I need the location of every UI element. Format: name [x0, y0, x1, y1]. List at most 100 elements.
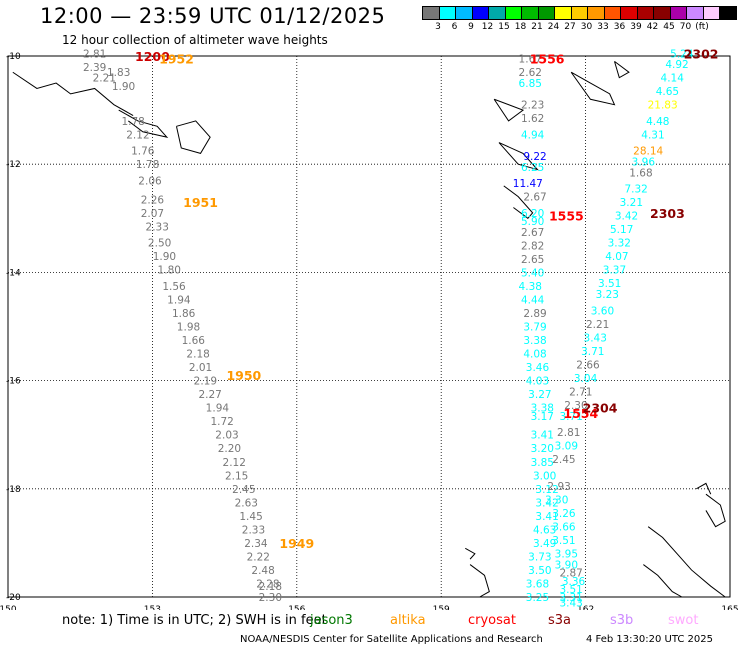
wave-height-value: 28.14 — [633, 146, 663, 158]
satellite-legend-cryosat: cryosat — [468, 613, 516, 628]
wave-height-value: 3.38 — [531, 403, 554, 415]
wave-height-value: 4.94 — [521, 129, 545, 141]
wave-height-value: 3.41 — [531, 430, 554, 442]
x-tick-label: 162 — [577, 605, 594, 610]
wave-height-value: 4.44 — [521, 294, 545, 306]
colorbar-label: 18 — [514, 22, 527, 32]
x-tick-label: 165 — [721, 605, 738, 610]
wave-height-value: 1.78 — [136, 159, 159, 171]
wave-height-value: 3.20 — [531, 443, 554, 455]
x-tick-label: 153 — [144, 605, 161, 610]
altimeter-map: 150 153 156 159 162 165 -10 -12 -14 -16 -18 -20 2.81… — [0, 46, 739, 610]
wave-height-value: 2.50 — [148, 238, 171, 250]
satellite-legend-s3a: s3a — [548, 613, 572, 628]
y-tick-label: -16 — [6, 377, 21, 387]
wave-height-value: 2.81 — [83, 48, 106, 60]
colorbar-label: 21 — [531, 22, 543, 32]
wave-height-value: 21.83 — [648, 100, 678, 112]
wave-height-value: 1.76 — [131, 146, 155, 158]
wave-height-value: 2.20 — [218, 443, 241, 455]
map-title: 12:00 — 23:59 UTC 01/12/2025 — [40, 4, 386, 28]
wave-height-value: 4.38 — [519, 281, 542, 293]
coastline — [498, 142, 539, 171]
x-tick-label: 156 — [288, 605, 305, 610]
wave-height-value: 3.95 — [555, 549, 578, 561]
coastline — [696, 482, 712, 495]
wave-height-value: 2.87 — [559, 568, 582, 580]
wave-height-value: 2.48 — [251, 565, 274, 577]
colorbar-label: 24 — [547, 22, 560, 32]
wave-height-value: 2.82 — [521, 240, 544, 252]
colorbar-label: 33 — [597, 22, 609, 32]
wave-height-value: 1.94 — [206, 403, 230, 415]
colorbar-label: 12 — [481, 22, 494, 32]
y-tick-label: -14 — [6, 268, 21, 278]
wave-height-value: 3.96 — [632, 156, 656, 168]
wave-height-value: 11.47 — [513, 178, 543, 190]
coastline — [118, 109, 169, 138]
wave-height-value: 1.72 — [210, 416, 233, 428]
wave-height-value: 3.09 — [555, 441, 578, 453]
wave-height-value: 2.18 — [259, 581, 282, 593]
pass-time-label: 1952 — [159, 52, 194, 67]
wave-height-value: 2.01 — [189, 362, 212, 374]
wave-height-value: 2.06 — [138, 175, 162, 187]
wave-height-value: 1.86 — [172, 308, 196, 320]
wave-height-value: 3.31 — [559, 592, 582, 604]
wave-height-value: 2.12 — [223, 457, 246, 469]
wave-height-value: 2.67 — [521, 227, 544, 239]
wave-height-value: 2.28 — [256, 578, 279, 590]
wave-height-value: 3.66 — [552, 522, 576, 534]
satellite-legend-jason3: jason3 — [310, 613, 353, 628]
wave-height-value: 5.90 — [521, 216, 544, 228]
wave-height-value: 3.51 — [598, 278, 621, 290]
wave-height-value: 6.85 — [519, 78, 542, 90]
coastline — [12, 71, 134, 116]
y-tick-label: -12 — [6, 160, 21, 170]
wave-height-value: 2.67 — [523, 192, 546, 204]
wave-height-value: 1.62 — [521, 113, 544, 125]
wave-height-value: 2.27 — [198, 389, 221, 401]
pass-time-label: 1555 — [549, 209, 584, 224]
wave-height-colorbar — [422, 6, 737, 20]
wave-height-value: 3.50 — [528, 565, 551, 577]
pass-time-label: 1554 — [563, 406, 598, 421]
wave-height-value: 3.26 — [552, 508, 576, 520]
wave-height-value: 2.30 — [564, 400, 587, 412]
wave-height-value: 1.66 — [182, 335, 206, 347]
wave-height-value: 2.66 — [576, 359, 600, 371]
colorbar-label: 42 — [646, 22, 659, 32]
wave-height-value: 2.71 — [569, 386, 592, 398]
pass-time-label: 2304 — [583, 401, 618, 416]
credit-line: NOAA/NESDIS Center for Satellite Applica… — [240, 634, 543, 645]
wave-height-value: 6.25 — [521, 162, 544, 174]
wave-height-value: 2.45 — [552, 454, 575, 466]
colorbar-label: 3 — [435, 22, 441, 32]
wave-height-value: 2.23 — [521, 100, 544, 112]
wave-height-value: 1.80 — [158, 265, 181, 277]
wave-height-value: 3.73 — [528, 551, 551, 563]
wave-height-value: 1.78 — [121, 116, 144, 128]
colorbar-label: 15 — [498, 22, 510, 32]
y-tick-label: -18 — [6, 485, 21, 495]
wave-height-value: 2.81 — [557, 427, 580, 439]
satellite-legend-swot: swot — [668, 613, 699, 628]
wave-height-value: 3.51 — [552, 535, 575, 547]
wave-height-value: 4.65 — [656, 86, 679, 98]
wave-height-value: 2.33 — [146, 221, 169, 233]
colorbar-label: 9 — [468, 22, 474, 32]
coastline — [465, 547, 476, 560]
coastline — [705, 493, 726, 528]
colorbar-label: 30 — [580, 22, 593, 32]
wave-height-value: 3.43 — [584, 332, 607, 344]
wave-height-value: 4.63 — [533, 524, 556, 536]
coastline — [493, 98, 525, 122]
pass-time-label: 1200 — [135, 49, 170, 64]
coastline — [503, 185, 534, 219]
x-tick-label: 150 — [0, 605, 17, 610]
wave-height-value: 1.83 — [107, 67, 130, 79]
wave-height-value: 1.94 — [167, 294, 191, 306]
wave-height-value: 3.04 — [574, 373, 598, 385]
wave-height-value: 1.45 — [239, 511, 262, 523]
wave-height-value: 5.17 — [610, 224, 633, 236]
